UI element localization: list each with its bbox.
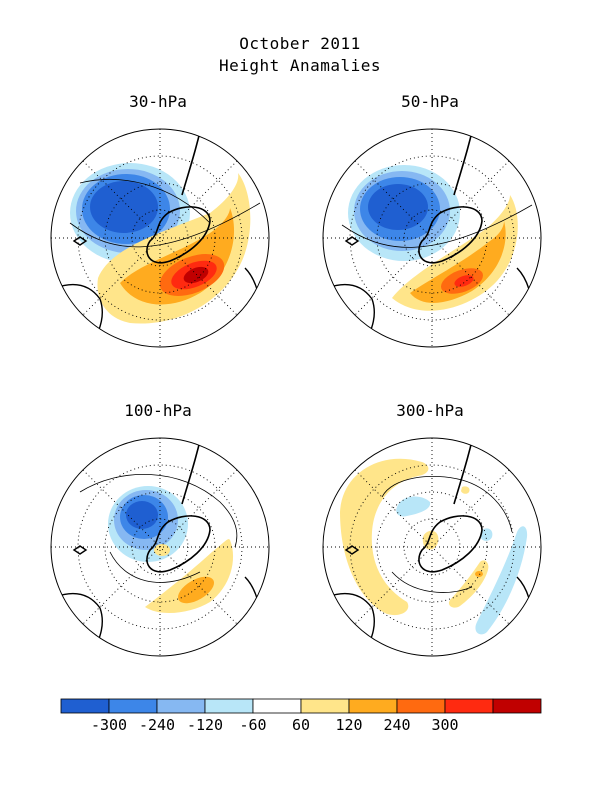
figure-subtitle: Height Anamalies <box>218 56 382 75</box>
colorbar-swatch <box>300 698 350 714</box>
antarctica-coastline <box>146 515 211 573</box>
island-coastline <box>344 545 360 555</box>
south-america-coastline <box>453 129 476 196</box>
latitude-circle <box>349 155 515 321</box>
panel-title-100hpa: 100-hPa <box>124 401 192 420</box>
australia-coastline <box>244 576 262 628</box>
australia-coastline <box>244 267 262 319</box>
colorbar-swatch <box>252 698 302 714</box>
meridian-lines <box>323 438 541 656</box>
anomaly-region <box>454 275 474 287</box>
africa-coastline <box>326 284 375 347</box>
contour-line <box>109 551 201 583</box>
island-coastline <box>344 236 360 246</box>
colorbar <box>60 698 542 714</box>
antarctica-coastline <box>418 206 483 264</box>
contour-line <box>391 571 473 593</box>
map-panel-50hpa <box>322 128 542 348</box>
map-panel-100hpa <box>50 437 270 657</box>
panel-title-50hpa: 50-hPa <box>401 92 459 111</box>
meridian-lines <box>323 129 541 347</box>
africa-coastline <box>54 593 103 656</box>
anomaly-region <box>126 501 158 529</box>
colorbar-label: 240 <box>383 716 411 734</box>
contour-line <box>69 202 261 248</box>
island-coastline <box>238 626 246 638</box>
figure-title: October 2011 <box>239 34 361 53</box>
panel-title-30hpa: 30-hPa <box>129 92 187 111</box>
antarctica-coastline <box>418 515 483 573</box>
australia-coastline <box>516 576 534 628</box>
map-boundary <box>322 128 542 348</box>
anomaly-region <box>461 486 470 494</box>
anomaly-region <box>183 266 209 284</box>
colorbar-label: -60 <box>239 716 267 734</box>
anomaly-region <box>368 184 428 230</box>
anomaly-region <box>392 195 518 311</box>
map-boundary <box>50 128 270 348</box>
africa-coastline <box>54 284 103 347</box>
colorbar-swatch <box>60 698 110 714</box>
colorbar-swatch <box>156 698 206 714</box>
contour-line <box>79 178 211 224</box>
colorbar-swatch <box>348 698 398 714</box>
south-america-coastline <box>453 438 476 505</box>
colorbar-swatch <box>108 698 158 714</box>
panel-title-300hpa: 300-hPa <box>396 401 464 420</box>
map-panel-30hpa <box>50 128 270 348</box>
island-coastline <box>238 317 246 329</box>
colorbar-swatch <box>204 698 254 714</box>
anomaly-region <box>340 458 429 616</box>
colorbar-label: 60 <box>291 716 311 734</box>
south-america-coastline <box>181 129 204 196</box>
anomaly-region <box>475 571 483 577</box>
antarctica-coastline <box>146 206 211 264</box>
anomaly-region <box>177 576 215 604</box>
australia-coastline <box>516 267 534 319</box>
anomaly-region <box>154 544 170 556</box>
latitude-circle <box>77 155 243 321</box>
colorbar-swatch <box>444 698 494 714</box>
anomaly-region <box>145 539 234 614</box>
anomaly-region <box>90 181 158 233</box>
colorbar-label: -300 <box>90 716 128 734</box>
latitude-circle <box>77 464 243 630</box>
map-boundary <box>50 437 270 657</box>
island-coastline <box>72 236 88 246</box>
island-coastline <box>72 545 88 555</box>
meridian-lines <box>51 438 269 656</box>
colorbar-label: -240 <box>138 716 176 734</box>
colorbar-label: 300 <box>431 716 459 734</box>
colorbar-label: 120 <box>335 716 363 734</box>
contour-line <box>79 473 238 548</box>
colorbar-swatch <box>396 698 446 714</box>
colorbar-label: -120 <box>186 716 224 734</box>
anomaly-region <box>396 496 431 517</box>
meridian-lines <box>51 129 269 347</box>
map-panel-300hpa <box>322 437 542 657</box>
island-coastline <box>510 626 518 638</box>
anomaly-region <box>481 528 493 541</box>
contour-line <box>341 204 533 248</box>
island-coastline <box>510 317 518 329</box>
map-boundary <box>322 437 542 657</box>
anomaly-region <box>475 526 528 635</box>
anomaly-region <box>410 221 506 303</box>
south-america-coastline <box>181 438 204 505</box>
colorbar-swatch <box>492 698 542 714</box>
africa-coastline <box>326 593 375 656</box>
latitude-circle <box>349 464 515 630</box>
